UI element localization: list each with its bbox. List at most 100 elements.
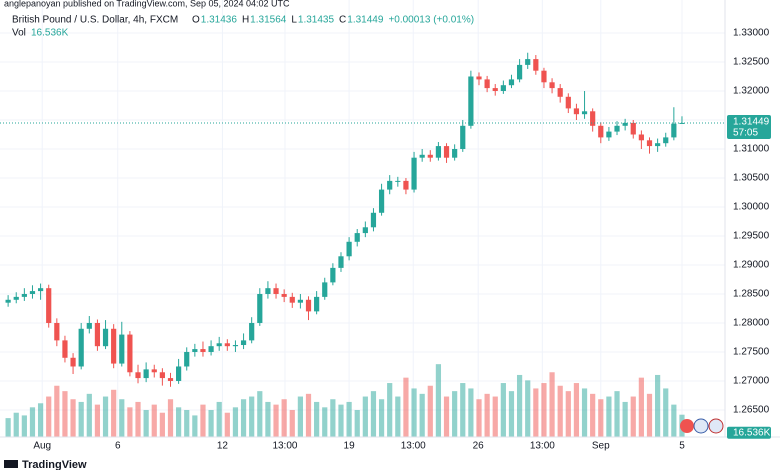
candle-body [297, 299, 303, 303]
y-tick-label: 1.27000 [733, 376, 770, 387]
y-tick-label: 1.29500 [733, 231, 770, 242]
volume-bar [127, 407, 133, 437]
candle-body [29, 291, 36, 294]
candle-body [663, 137, 669, 144]
volume-bar [549, 372, 555, 437]
candle-body [411, 157, 417, 190]
x-tick-label: 13:00 [401, 441, 426, 452]
candle-body [452, 148, 458, 158]
volume-pane [5, 364, 685, 437]
candle-body [370, 212, 377, 228]
candle-body [500, 85, 506, 91]
candle-body [378, 189, 385, 213]
candle-body [330, 267, 336, 283]
volume-bar [297, 396, 303, 437]
volume-bar [362, 396, 368, 437]
flag-icon [693, 418, 709, 434]
volume-bar [54, 385, 60, 437]
volume-bar [192, 415, 198, 437]
candle-body [598, 125, 604, 138]
event-icon [680, 419, 694, 433]
candle-body [70, 357, 76, 367]
volume-bar [338, 404, 344, 437]
volume-bar [232, 407, 239, 437]
volume-bar [630, 396, 636, 437]
volume-bar [403, 377, 409, 437]
x-tick-label: 13:00 [530, 441, 555, 452]
candle-body [94, 322, 101, 347]
volume-bar [419, 393, 425, 437]
candle-body [5, 299, 11, 303]
candle-body [655, 143, 661, 147]
volume-bar [314, 401, 320, 437]
candles [5, 52, 685, 387]
volume-bar [102, 396, 109, 437]
y-tick-label: 1.26500 [733, 405, 770, 416]
volume-bar [330, 399, 336, 437]
candle-body [395, 180, 401, 182]
candle-body [403, 180, 409, 190]
candle-body [46, 288, 52, 323]
volume-bar [273, 404, 279, 437]
candle-body [176, 366, 182, 381]
volume-bar [5, 418, 11, 437]
volume-bar [346, 401, 352, 437]
candle-body [630, 122, 636, 135]
volume-bar [46, 396, 52, 437]
volume-bar [265, 401, 271, 437]
volume-bar [614, 391, 620, 437]
volume-bar [500, 383, 506, 437]
volume-bar [573, 383, 580, 437]
candle-body [460, 125, 466, 149]
candle-body [525, 59, 531, 65]
candle-body [111, 328, 117, 364]
candle-body [184, 351, 190, 367]
volume-bar [378, 399, 385, 437]
volume-label: Vol [12, 28, 26, 39]
volume-bar [281, 399, 287, 437]
candle-body [622, 122, 628, 126]
volume-bar [21, 415, 27, 437]
candle-body [240, 340, 247, 346]
y-tick-label: 1.30000 [733, 202, 770, 213]
candle-body [606, 131, 612, 138]
candle-body [232, 345, 239, 347]
candle-body [265, 288, 271, 294]
candle-body [638, 134, 644, 141]
volume-bar [208, 410, 214, 437]
chart-title: British Pound / U.S. Dollar, 4h, FXCM [12, 15, 178, 26]
volume-bar [427, 385, 433, 437]
volume-bar [200, 404, 206, 437]
volume-bar [13, 412, 19, 437]
candle-body [216, 343, 222, 347]
footer-brand: TradingView [22, 459, 87, 470]
candle-body [151, 369, 157, 373]
volume-bar [565, 391, 571, 437]
ohlc-value: 1.31436 [201, 15, 238, 26]
candle-body [289, 296, 295, 303]
candle-body [671, 123, 677, 138]
candle-body [322, 282, 328, 297]
candle-body [476, 76, 482, 80]
volume-bar [167, 399, 174, 437]
candle-body [581, 111, 588, 115]
x-tick-label: 5 [679, 441, 685, 452]
volume-bar [646, 393, 653, 437]
y-tick-label: 1.29000 [733, 260, 770, 271]
volume-bar [322, 407, 328, 437]
volume-bar [541, 383, 547, 437]
volume-bar [354, 410, 360, 437]
candle-body [159, 372, 165, 379]
volume-bar [387, 383, 393, 437]
candle-body [541, 70, 547, 83]
volume-bar [249, 396, 255, 437]
volume-bar [476, 399, 482, 437]
candle-body [427, 154, 433, 158]
candle-body [435, 146, 442, 158]
volume-bar [460, 383, 466, 437]
y-tick-label: 1.31000 [733, 144, 770, 155]
volume-bar [622, 401, 628, 437]
candle-body [533, 59, 539, 71]
volume-bar [533, 388, 539, 437]
